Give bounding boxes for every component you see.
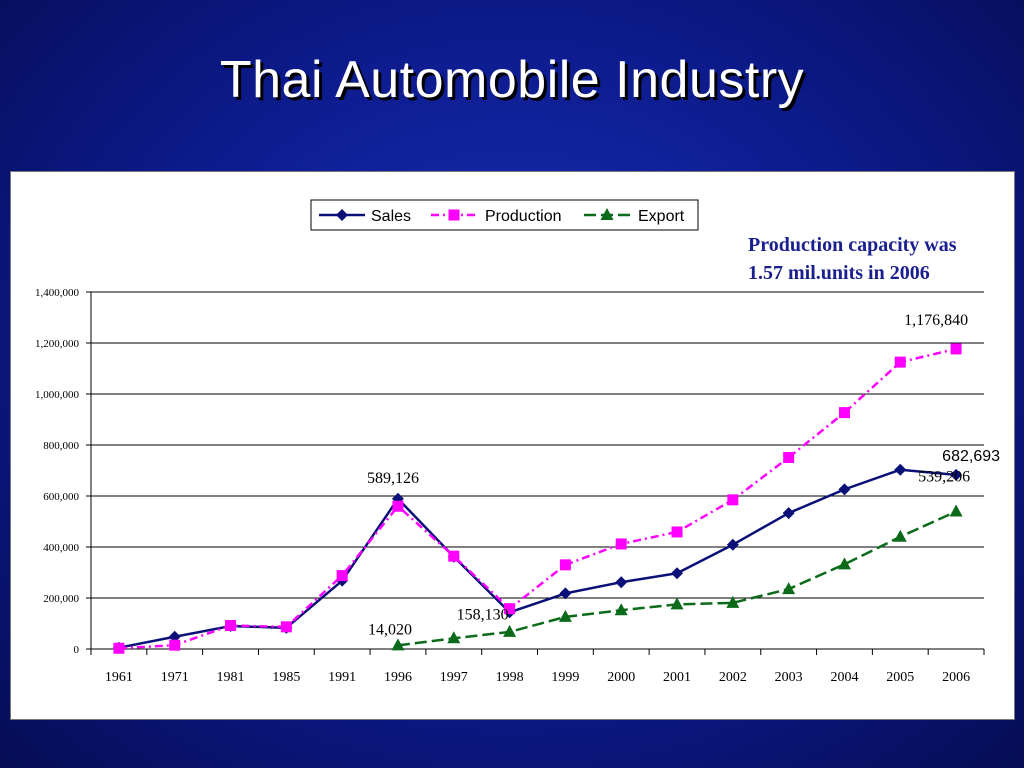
x-tick-label: 1971 (161, 670, 189, 685)
export-data-point (949, 504, 963, 517)
production-data-point (615, 538, 627, 550)
x-tick-label: 2005 (886, 670, 914, 685)
data-label: 682,693 (942, 448, 1000, 465)
sales-data-point (950, 468, 963, 481)
production-data-point (448, 550, 460, 562)
y-tick-label: 800,000 (43, 440, 79, 452)
sales-data-point (894, 463, 907, 476)
legend-box (310, 199, 699, 231)
production-data-point (894, 356, 906, 368)
production-data-point (336, 570, 348, 582)
y-tick-label: 600,000 (43, 491, 79, 503)
export-data-point (726, 595, 740, 608)
production-data-point (504, 603, 516, 615)
export-data-point (670, 597, 684, 610)
sales-data-point (782, 507, 795, 520)
chart-panel: 0 200,000 400,000 600,000 800,000 1,000,000 1,… (10, 171, 1015, 720)
data-label: 1,176,840 (904, 312, 968, 329)
export-data-point (503, 624, 517, 637)
export-data-point (893, 529, 907, 542)
x-tick-label: 2003 (775, 670, 803, 685)
x-tick-label: 1991 (328, 670, 356, 685)
production-data-point (783, 451, 795, 463)
production-data-point (727, 494, 739, 506)
y-tick-label: 200,000 (43, 593, 79, 605)
legend-production-label: Production (485, 208, 562, 225)
export-data-point (837, 557, 851, 570)
legend-production-marker (448, 209, 460, 221)
x-tick-label: 1961 (105, 670, 133, 685)
sales-data-point (838, 483, 851, 496)
y-tick-label: 1,400,000 (35, 287, 80, 299)
data-label: 539,206 (918, 469, 970, 486)
data-label: 589,126 (367, 470, 419, 487)
production-data-point (950, 343, 962, 355)
y-tick-label: 0 (74, 644, 80, 656)
export-data-point (558, 609, 572, 622)
capacity-note-line-2: 1.57 mil.units in 2006 (748, 262, 930, 284)
legend-sales-label: Sales (371, 208, 411, 225)
x-tick-label: 1998 (496, 670, 524, 685)
production-data-point (559, 559, 571, 571)
x-tick-label: 2006 (942, 670, 970, 685)
capacity-note-line-1: Production capacity was (748, 234, 957, 256)
x-tick-label: 1985 (272, 670, 300, 685)
x-tick-label: 1997 (440, 670, 468, 685)
x-tick-label: 2004 (830, 670, 858, 685)
export-data-point (782, 582, 796, 595)
data-label: 158,130 (457, 607, 509, 624)
x-tick-label: 1996 (384, 670, 412, 685)
production-data-point (225, 620, 237, 632)
production-data-point (280, 621, 292, 633)
production-data-point (169, 639, 181, 651)
sales-data-point (726, 538, 739, 551)
production-series-line (118, 347, 957, 650)
data-label: 14,020 (368, 621, 412, 638)
export-data-point (614, 603, 628, 616)
sales-series-line (118, 468, 957, 649)
production-data-point (392, 500, 404, 512)
legend-export-marker (600, 208, 614, 220)
x-tick-label: 1999 (551, 670, 579, 685)
y-tick-label: 1,200,000 (35, 338, 80, 350)
line-chart: 0 200,000 400,000 600,000 800,000 1,000,000 1,… (35, 199, 1000, 685)
production-data-point (113, 642, 125, 654)
sales-data-point (615, 576, 628, 589)
x-tick-label: 2002 (719, 670, 747, 685)
slide-title: Thai Automobile Industry (219, 51, 805, 109)
x-tick-label: 2000 (607, 670, 635, 685)
capacity-note: Production capacity was 1.57 mil.units i… (748, 231, 1024, 287)
export-data-point (447, 631, 461, 644)
legend-export-label: Export (638, 208, 685, 225)
production-data-point (838, 407, 850, 419)
sales-data-point (671, 567, 684, 580)
sales-data-point (559, 587, 572, 600)
y-tick-label: 400,000 (43, 542, 79, 554)
x-tick-label: 2001 (663, 670, 691, 685)
legend-sales-marker (336, 209, 348, 221)
export-data-point (391, 638, 405, 651)
production-data-point (671, 526, 683, 538)
y-tick-label: 1,000,000 (35, 389, 80, 401)
x-tick-label: 1981 (217, 670, 245, 685)
